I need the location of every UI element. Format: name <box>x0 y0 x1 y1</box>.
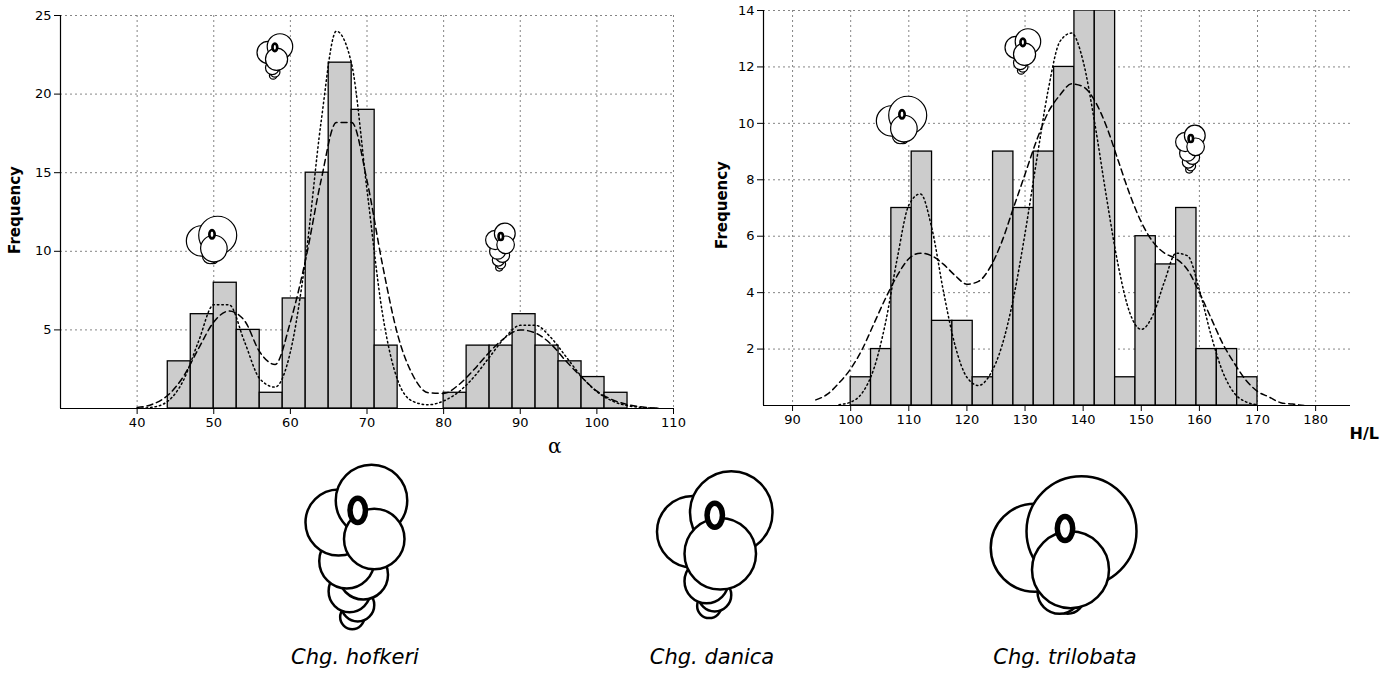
svg-text:20: 20 <box>35 86 52 101</box>
svg-text:5: 5 <box>43 322 51 337</box>
svg-text:40: 40 <box>129 415 146 430</box>
html-text:Chg. danica: Chg. danica <box>649 645 775 669</box>
html-text:Frequency: Frequency <box>6 166 24 254</box>
svg-text:15: 15 <box>35 165 52 180</box>
html-text:H/L: H/L <box>1349 424 1379 443</box>
html-text:Frequency: Frequency <box>713 161 731 249</box>
html-text:Chg. hofkeri: Chg. hofkeri <box>291 645 419 669</box>
svg-text:60: 60 <box>282 415 299 430</box>
svg-text:110: 110 <box>896 412 921 427</box>
svg-text:4: 4 <box>746 285 754 300</box>
svg-text:6: 6 <box>746 228 754 243</box>
svg-text:25: 25 <box>35 8 52 23</box>
svg-text:14: 14 <box>738 3 755 18</box>
svg-text:140: 140 <box>1071 412 1096 427</box>
svg-text:2: 2 <box>746 341 754 356</box>
svg-text:70: 70 <box>359 415 376 430</box>
svg-text:12: 12 <box>738 59 755 74</box>
svg-text:50: 50 <box>205 415 222 430</box>
svg-text:10: 10 <box>35 243 52 258</box>
svg-text:100: 100 <box>584 415 609 430</box>
svg-text:180: 180 <box>1303 412 1328 427</box>
svg-text:90: 90 <box>784 412 801 427</box>
html-text:Chg. trilobata: Chg. trilobata <box>993 645 1137 669</box>
svg-text:160: 160 <box>1187 412 1212 427</box>
svg-text:80: 80 <box>435 415 452 430</box>
svg-text:170: 170 <box>1245 412 1270 427</box>
svg-text:110: 110 <box>661 415 686 430</box>
svg-text:90: 90 <box>512 415 529 430</box>
svg-text:100: 100 <box>838 412 863 427</box>
svg-text:10: 10 <box>738 116 755 131</box>
svg-text:150: 150 <box>1129 412 1154 427</box>
svg-text:8: 8 <box>746 172 754 187</box>
svg-text:120: 120 <box>955 412 980 427</box>
html-text:α: α <box>548 434 562 458</box>
svg-text:130: 130 <box>1013 412 1038 427</box>
